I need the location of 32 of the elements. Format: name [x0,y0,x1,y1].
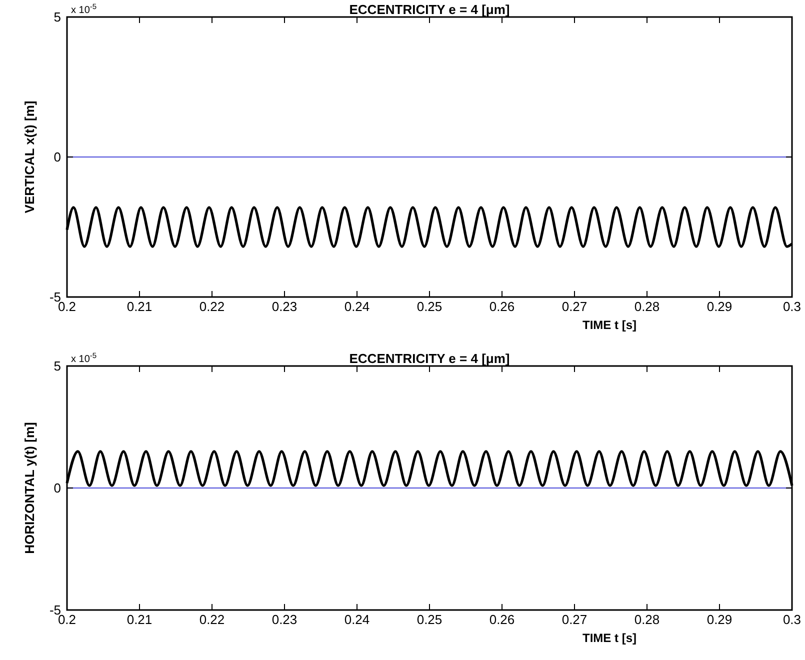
y-tick-label: 5 [54,358,61,374]
x-tick-label: 0.23 [272,612,298,627]
text: x 10$^{-5}$ [71,350,97,365]
y-tick-label: 5 [54,10,61,24]
x-tick-label: 0.22 [199,612,225,627]
x-tick-label: 0.23 [272,299,298,314]
x-tick-label: 0.25 [416,612,442,627]
x-tick-label: 0.3 [782,612,802,627]
y-axis-title: HORIZONTAL y(t) [m] [22,422,37,554]
y-tick-label: 0 [54,480,61,496]
x-tick-label: 0.29 [706,612,732,627]
x-tick-label: 0.24 [344,612,370,627]
x-tick-label: 0.25 [416,299,442,314]
x-tick-label: 0.21 [126,299,152,314]
x-axis-title: TIME t [s] [582,318,636,332]
x-tick-label: 0.24 [344,299,370,314]
x-tick-label: 0.27 [562,299,588,314]
y-tick-label: 0 [54,150,61,164]
x-tick-label: 0.26 [489,612,515,627]
x-tick-label: 0.28 [634,299,660,314]
x-tick-label: 0.3 [782,299,802,314]
x-tick-label: 0.27 [562,612,588,627]
chart-title: ECCENTRICITY e = 4 [μm] [349,2,510,17]
x-tick-label: 0.22 [199,299,225,314]
chart-title: ECCENTRICITY e = 4 [μm] [349,351,510,366]
y-axis-title: VERTICAL x(t) [m] [22,100,37,214]
x-tick-label: 0.28 [634,612,660,627]
x-axis-title: TIME t [s] [582,631,636,645]
text: x 10$^{-5}$ [71,2,97,16]
x-tick-label: 0.29 [706,299,732,314]
x-tick-label: 0.26 [489,299,515,314]
x-tick-label: 0.21 [126,612,152,627]
